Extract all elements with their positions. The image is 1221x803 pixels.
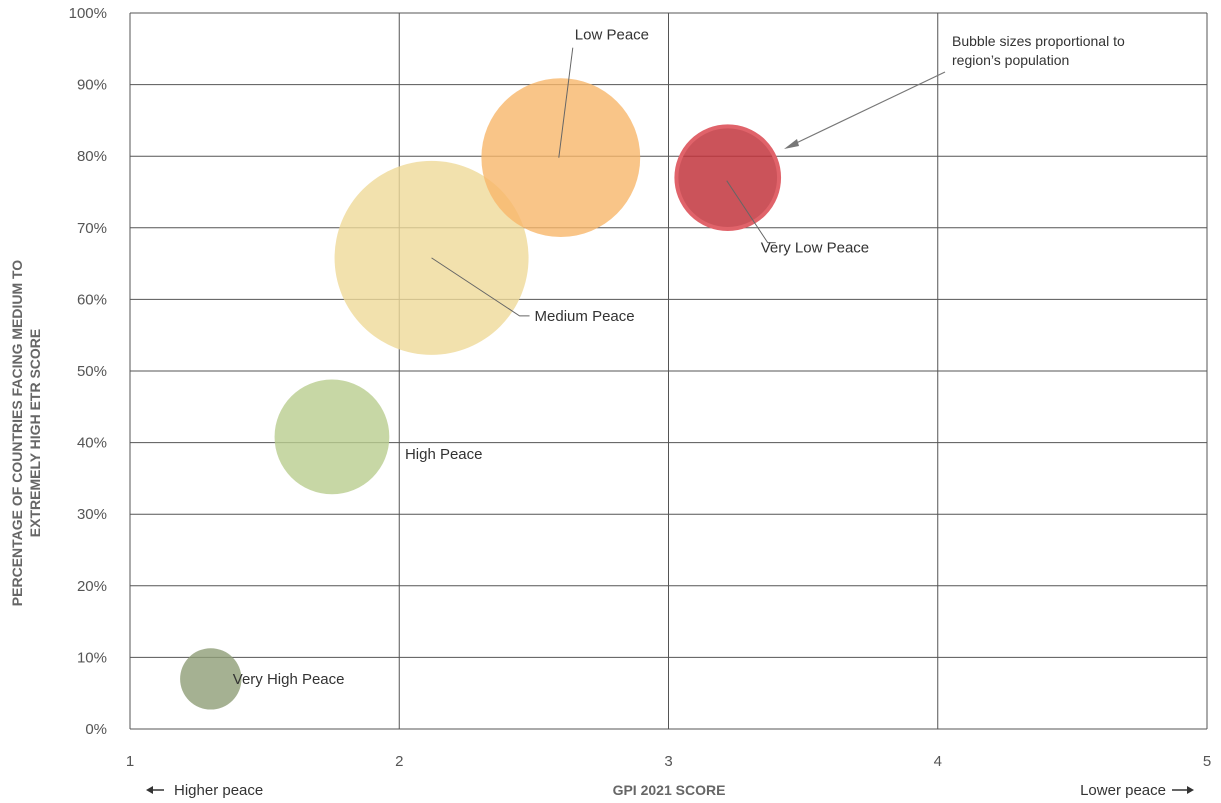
direction-right-label: Lower peace (1080, 782, 1166, 799)
direction-left: Higher peace (146, 782, 263, 799)
point-labels: Very High Peace High Peace Medium Peace Low… (233, 27, 869, 688)
point-label-very-low-peace: Very Low Peace (761, 240, 869, 257)
y-tick-label: 100% (69, 5, 107, 22)
grid (129, 12, 1208, 730)
x-tick-label: 2 (395, 753, 403, 770)
y-axis-title-line1: PERCENTAGE OF COUNTRIES FACING MEDIUM TO (9, 260, 25, 606)
bubble-low-peace (481, 78, 641, 238)
x-axis-title: GPI 2021 SCORE (613, 782, 726, 798)
direction-right: Lower peace (1080, 782, 1194, 799)
bubble-very-high-peace (180, 648, 242, 710)
point-label-very-high-peace: Very High Peace (233, 671, 345, 688)
y-tick-label: 70% (77, 220, 107, 237)
annotation-line1: Bubble sizes proportional to (952, 33, 1125, 49)
y-tick-label: 80% (77, 148, 107, 165)
x-tick-label: 1 (126, 753, 134, 770)
bubble-high-peace (274, 379, 390, 495)
leader-medium-peace (431, 257, 530, 317)
y-tick-label: 30% (77, 506, 107, 523)
y-tick-label: 0% (85, 721, 107, 738)
y-tick-label: 90% (77, 77, 107, 94)
point-label-high-peace: High Peace (405, 446, 483, 463)
bubble-very-low-peace (674, 124, 782, 232)
bubbles (180, 78, 782, 710)
y-tick-label: 10% (77, 649, 107, 666)
x-tick-labels: 1 2 3 4 5 (126, 753, 1211, 770)
size-annotation: Bubble sizes proportional to region’s po… (784, 33, 1125, 149)
y-tick-label: 40% (77, 435, 107, 452)
annotation-line2: region’s population (952, 52, 1069, 68)
direction-left-label: Higher peace (174, 782, 263, 799)
x-tick-label: 3 (664, 753, 672, 770)
leader-very-low-peace (726, 180, 776, 244)
y-tick-label: 50% (77, 363, 107, 380)
leader-low-peace (558, 47, 574, 158)
point-label-medium-peace: Medium Peace (535, 308, 635, 325)
x-tick-label: 4 (934, 753, 942, 770)
x-tick-label: 5 (1203, 753, 1211, 770)
point-label-low-peace: Low Peace (575, 27, 649, 44)
y-tick-label: 60% (77, 291, 107, 308)
y-tick-labels: 0% 10% 20% 30% 40% 50% 60% 70% 80% 90% 100% (69, 5, 107, 738)
y-tick-label: 20% (77, 578, 107, 595)
y-axis-title-line2: EXTREMELY HIGH ETR SCORE (27, 329, 43, 537)
leader-lines (431, 47, 776, 317)
